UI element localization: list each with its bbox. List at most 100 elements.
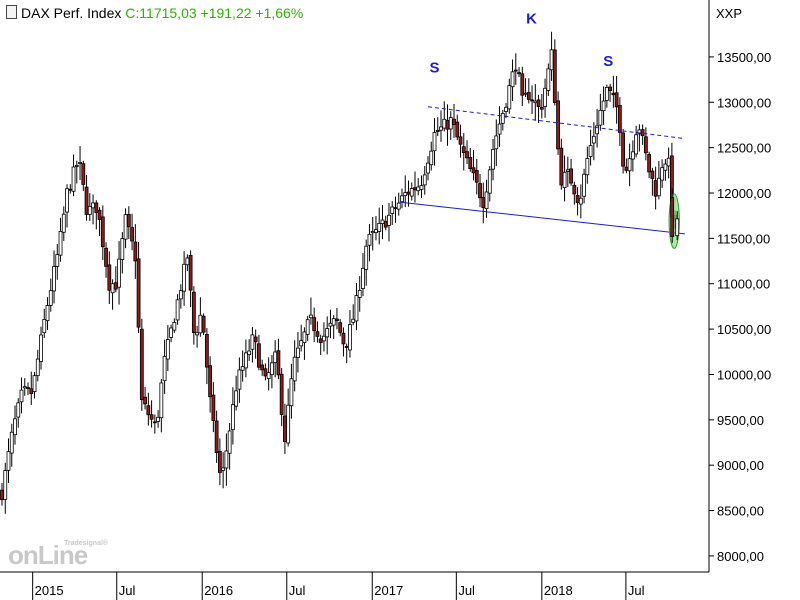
candle-down bbox=[435, 130, 440, 132]
candle-down bbox=[458, 136, 463, 145]
candle-up bbox=[13, 418, 17, 436]
candle-up bbox=[426, 162, 430, 174]
y-tick-label: 10500,00 bbox=[717, 322, 771, 337]
candle-up bbox=[634, 134, 639, 155]
candle-up bbox=[523, 92, 528, 95]
candle-up bbox=[195, 332, 200, 336]
candle-down bbox=[204, 333, 209, 368]
candle-up bbox=[302, 331, 307, 343]
candle-up bbox=[247, 350, 252, 356]
candle-up bbox=[123, 214, 128, 240]
candle-up bbox=[409, 188, 414, 197]
candle-down bbox=[536, 99, 541, 107]
candle-up bbox=[416, 186, 421, 192]
candle-down bbox=[471, 167, 476, 174]
y-tick-label: 13000,00 bbox=[717, 95, 771, 110]
candle-down bbox=[341, 332, 346, 345]
candle-up bbox=[221, 467, 226, 471]
y-tick-label: 8000,00 bbox=[717, 549, 764, 564]
x-tick-label: 2017 bbox=[374, 583, 403, 598]
candle-up bbox=[497, 123, 502, 135]
candle-up bbox=[364, 245, 369, 270]
candle-up bbox=[546, 68, 551, 91]
candle-up bbox=[328, 322, 333, 327]
instrument-title: DAX Perf. Index bbox=[21, 5, 122, 21]
chart-overlays: S K S bbox=[399, 10, 685, 249]
candle-up bbox=[273, 351, 278, 364]
candle-up bbox=[549, 49, 554, 71]
candle-down bbox=[617, 105, 622, 133]
candle-up bbox=[585, 158, 590, 176]
quote-readout: C:11715,03 +191,22 +1,66% bbox=[125, 5, 304, 21]
candle-down bbox=[393, 207, 398, 210]
candle-down bbox=[640, 129, 645, 137]
candle-down bbox=[559, 147, 564, 186]
x-tick-label: 2016 bbox=[204, 583, 233, 598]
candle-up bbox=[588, 145, 593, 157]
candle-up bbox=[429, 150, 434, 166]
candle-up bbox=[390, 206, 395, 214]
candle-down bbox=[556, 100, 560, 150]
y-tick-label: 10000,00 bbox=[717, 367, 771, 382]
neckline-trendline bbox=[399, 201, 685, 235]
candle-down bbox=[188, 255, 193, 291]
candle-down bbox=[312, 317, 317, 332]
candle-up bbox=[117, 258, 121, 288]
recent-candles-overlay bbox=[670, 188, 680, 243]
candle-up bbox=[419, 185, 424, 190]
axis-symbol-label: XXP bbox=[716, 6, 742, 21]
candle-up bbox=[656, 177, 661, 197]
candle-down bbox=[413, 187, 417, 191]
candle-down bbox=[152, 421, 157, 424]
candle-down bbox=[279, 373, 284, 415]
candle-up bbox=[305, 319, 310, 335]
candle-down bbox=[263, 368, 268, 377]
candle-down bbox=[126, 213, 131, 228]
candle-up bbox=[169, 327, 173, 338]
candle-up bbox=[351, 318, 356, 323]
candle-up bbox=[71, 166, 76, 192]
y-tick-label: 11000,00 bbox=[717, 277, 770, 292]
candle-up bbox=[491, 149, 495, 170]
chart-menu-icon[interactable] bbox=[6, 5, 17, 19]
candle-down bbox=[569, 168, 573, 184]
candle-up bbox=[432, 132, 437, 152]
candle-down bbox=[136, 258, 141, 328]
x-tick-label: Jul bbox=[289, 583, 306, 598]
candle-down bbox=[344, 345, 349, 348]
candle-up bbox=[178, 290, 183, 300]
candle-up bbox=[448, 117, 453, 130]
candle-up bbox=[660, 167, 665, 181]
candle-up bbox=[595, 125, 599, 135]
y-tick-label: 11500,00 bbox=[717, 231, 770, 246]
candle-down bbox=[670, 197, 675, 237]
candle-up bbox=[578, 197, 583, 205]
candle-down bbox=[552, 49, 557, 103]
candle-up bbox=[487, 169, 492, 194]
candle-down bbox=[513, 69, 518, 72]
candle-up bbox=[377, 223, 382, 232]
candle-down bbox=[81, 163, 86, 185]
candle-up bbox=[582, 173, 586, 197]
candle-up bbox=[627, 158, 632, 172]
candle-up bbox=[309, 314, 313, 319]
candle-series bbox=[0, 31, 678, 514]
candle-down bbox=[143, 396, 147, 405]
candle-down bbox=[608, 86, 613, 91]
candle-up bbox=[292, 356, 297, 382]
candle-up bbox=[494, 135, 499, 150]
candle-up bbox=[19, 389, 24, 403]
candle-up bbox=[32, 375, 37, 392]
candle-up bbox=[543, 87, 547, 107]
candle-up bbox=[666, 157, 671, 167]
candle-up bbox=[162, 356, 167, 382]
candle-down bbox=[624, 166, 629, 171]
candle-up bbox=[299, 340, 304, 347]
candle-down bbox=[461, 146, 466, 154]
candle-up bbox=[500, 113, 505, 124]
candle-down bbox=[572, 184, 577, 195]
candle-down bbox=[133, 241, 138, 262]
candle-down bbox=[315, 331, 320, 337]
